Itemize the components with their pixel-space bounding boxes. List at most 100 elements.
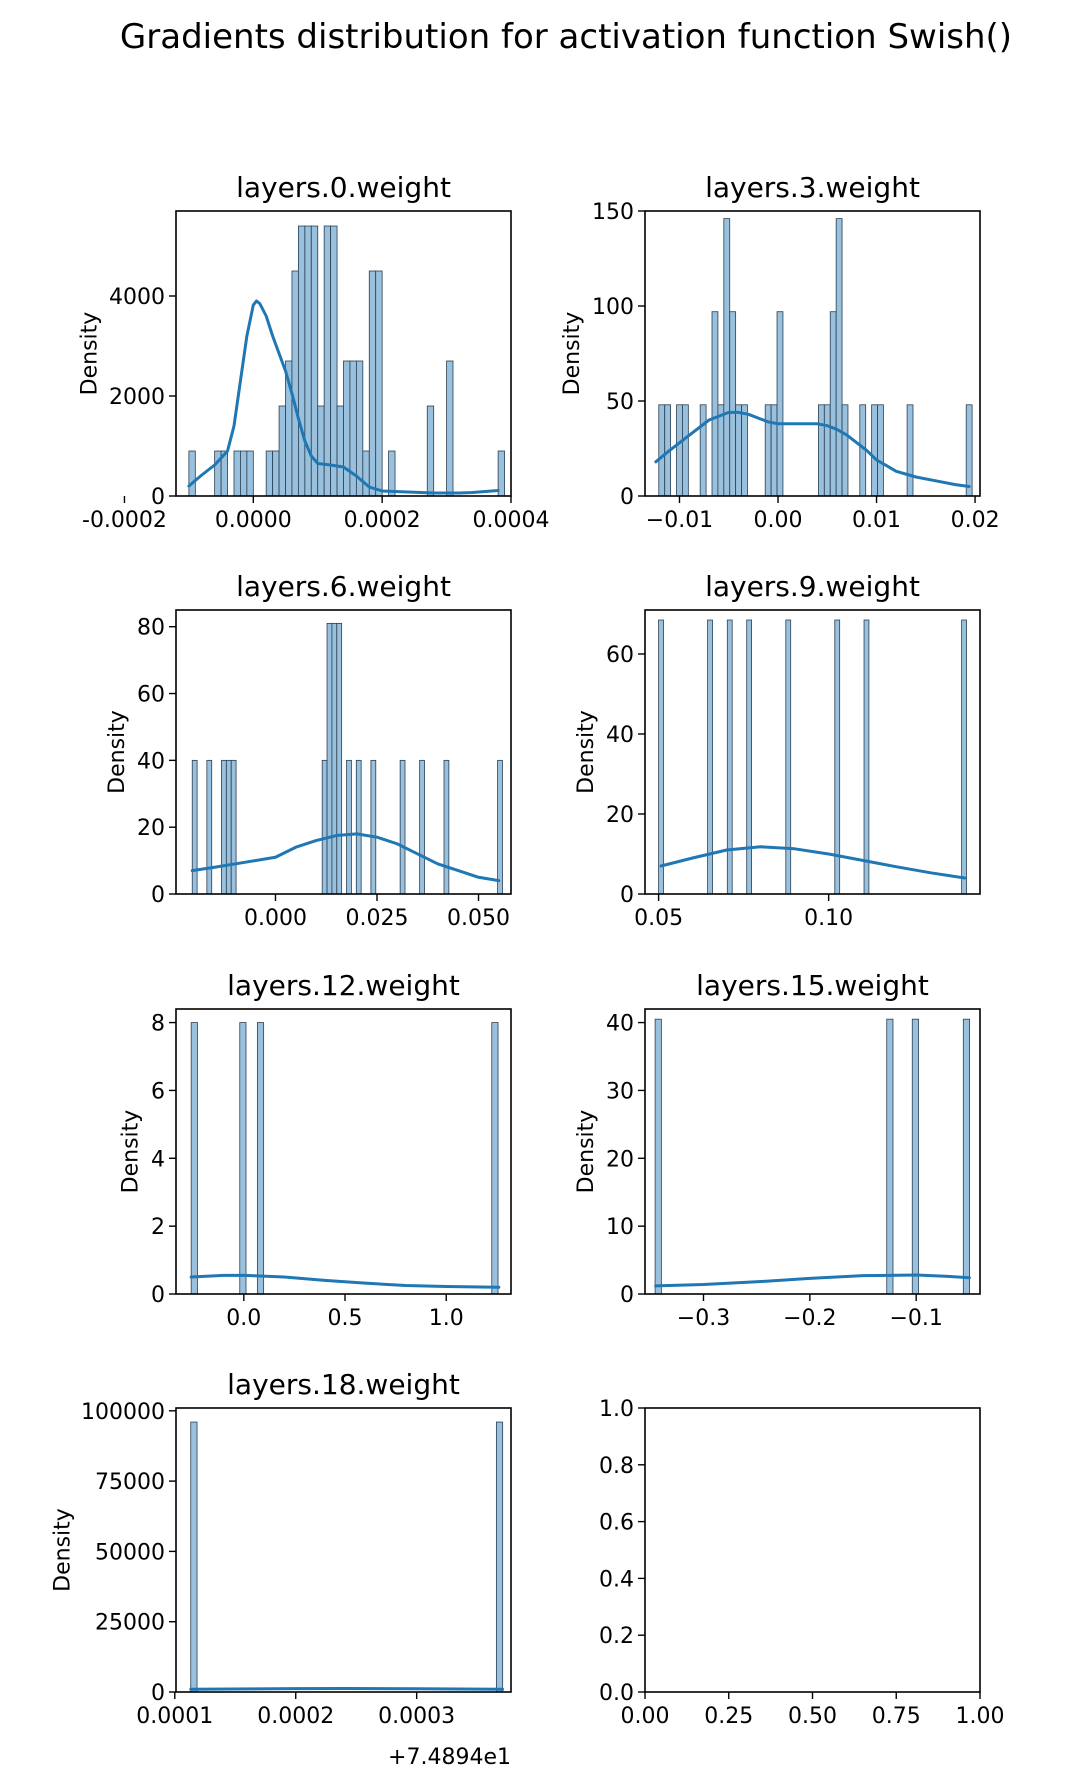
histogram-bar [278, 405, 286, 497]
histogram-bar [906, 404, 914, 497]
x-tick-label: 0.0 [226, 1306, 261, 1331]
histogram-bar [495, 1421, 504, 1693]
y-tick-label: 1.0 [599, 1397, 634, 1422]
subplot-4: 0.05 0.10 0 20 40 60 layers.9.weight Density [574, 570, 981, 931]
histogram-bar [370, 759, 377, 895]
histogram-bar [776, 311, 784, 497]
y-tick-label: 40 [137, 749, 165, 774]
kde-curve [654, 1273, 971, 1288]
y-tick-label: 20 [606, 803, 634, 828]
x-tick-label: 0.5 [328, 1306, 363, 1331]
histogram-bar [297, 225, 306, 497]
histogram-bar [426, 405, 435, 497]
x-tick-label: 0.05 [634, 906, 683, 931]
y-tick-label: 8 [151, 1012, 165, 1037]
y-tick-label: 40 [606, 1012, 634, 1037]
y-tick-label: 50 [606, 390, 634, 415]
histogram-bar [770, 404, 778, 497]
y-axis-label: Density [78, 312, 103, 396]
histogram-bar [962, 1018, 970, 1295]
y-tick-label: 50000 [95, 1540, 165, 1565]
subplot-title: layers.15.weight [696, 969, 929, 1002]
y-tick-label: 60 [606, 643, 634, 668]
y-tick-label: 100 [592, 295, 634, 320]
y-axis-label: Density [50, 1508, 75, 1592]
histogram-bar [355, 759, 362, 895]
histogram-bar [388, 450, 396, 497]
y-tick-label: 0 [620, 1283, 634, 1308]
histogram-bar [291, 270, 299, 497]
kde-curve [189, 1686, 505, 1691]
subplot-7: 0.0001 0.0002 0.0003 0 25000 50000 75000 100000… [50, 1368, 512, 1770]
x-tick-label: 1.00 [956, 1704, 1005, 1729]
y-axis-label: Density [105, 710, 130, 794]
histogram-bar [443, 759, 450, 895]
x-tick-label: 0.10 [804, 906, 853, 931]
x-tick-label: 0.0003 [378, 1704, 455, 1729]
histogram-bar [835, 218, 843, 497]
subplot-title: layers.12.weight [227, 969, 460, 1002]
x-tick-label: −0.3 [677, 1306, 730, 1331]
histogram-bar [491, 1022, 499, 1295]
y-axis-label: Density [560, 312, 585, 396]
x-offset-label: +7.4894e1 [388, 1745, 511, 1770]
x-tick-label: 1.0 [429, 1306, 464, 1331]
y-tick-label: 0.0 [599, 1681, 634, 1706]
x-tick-label: 0.025 [346, 906, 409, 931]
figure-suptitle: Gradients distribution for activation fu… [120, 17, 1012, 57]
histogram-bar [871, 404, 878, 497]
histogram-bar [676, 404, 683, 497]
histogram-bar [246, 450, 254, 497]
histogram-bar [331, 622, 338, 895]
x-tick-label: 0.000 [244, 906, 307, 931]
y-axis-label: Density [574, 1110, 599, 1194]
histogram-bar [764, 404, 772, 497]
histogram-bar [233, 450, 241, 497]
histogram-bar [711, 311, 719, 497]
subplot-3: 0.000 0.025 0.050 0 20 40 60 80 layers.6.weight D… [105, 570, 512, 931]
kde-curve [190, 832, 501, 883]
x-tick-label: 0.050 [447, 906, 510, 931]
histogram-bar [190, 1022, 198, 1295]
x-tick-label: 0.01 [852, 508, 901, 533]
histogram-bar [834, 619, 841, 895]
y-tick-label: 4000 [109, 285, 165, 310]
y-tick-label: 2 [151, 1215, 165, 1240]
y-tick-label: 0 [620, 485, 634, 510]
histogram-bar [317, 405, 325, 497]
subplot-6: −0.3 −0.2 −0.1 0 10 20 30 40 layers.15.weight Den… [574, 969, 981, 1331]
y-tick-label: 6 [151, 1079, 165, 1104]
histogram-bar [658, 619, 664, 895]
histogram-bar [658, 404, 666, 497]
histogram-bar [965, 404, 973, 497]
x-tick-label: 0.0002 [344, 508, 421, 533]
x-tick-label: 0.02 [951, 508, 1000, 533]
subplot-title: layers.18.weight [227, 1368, 460, 1401]
x-tick-label: 0.50 [788, 1704, 837, 1729]
histogram-bar [699, 404, 707, 497]
y-tick-label: 0 [151, 1681, 165, 1706]
y-tick-label: 40 [606, 723, 634, 748]
histogram-bar [961, 619, 967, 895]
subplot-2: −0.01 0.00 0.01 0.02 0 50 100 150 layers.3.weigh… [560, 171, 999, 533]
histogram-bar [323, 225, 332, 497]
x-tick-label: −0.01 [646, 508, 713, 533]
histogram-bar [375, 270, 383, 497]
histogram-bar [823, 404, 831, 497]
y-tick-label: 20 [137, 816, 165, 841]
histogram-bar [321, 759, 328, 895]
histogram-bar [265, 450, 274, 497]
axes-frame [644, 609, 981, 895]
histogram-bar [841, 404, 849, 497]
x-tick-label: 0.0002 [257, 1704, 334, 1729]
subplot-grid: -0.0002 0.0000 0.0002 0.0004020004000layers… [50, 171, 1004, 1770]
y-tick-label: 0.4 [599, 1567, 634, 1592]
x-tick-label: 0.0004 [473, 508, 550, 533]
subplot-title: layers.3.weight [705, 171, 920, 204]
histogram-bar [206, 759, 213, 895]
axes-frame [175, 1407, 512, 1693]
subplot-title: layers.9.weight [705, 570, 920, 603]
histogram-bar [746, 619, 752, 895]
y-tick-label: 0 [151, 883, 165, 908]
